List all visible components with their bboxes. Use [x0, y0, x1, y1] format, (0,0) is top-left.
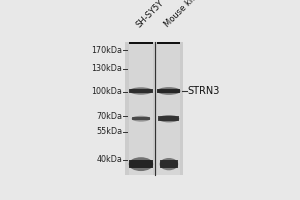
- Bar: [125, 135, 183, 140]
- Bar: [125, 162, 183, 166]
- Bar: [125, 140, 183, 144]
- Bar: [129, 160, 153, 168]
- Text: 100kDa: 100kDa: [92, 87, 122, 96]
- Bar: [125, 131, 183, 135]
- Bar: [125, 91, 183, 95]
- Bar: [157, 42, 181, 44]
- Bar: [129, 42, 153, 175]
- Text: 170kDa: 170kDa: [92, 46, 122, 55]
- Bar: [125, 157, 183, 162]
- Bar: [125, 87, 183, 91]
- Bar: [125, 118, 183, 122]
- Bar: [125, 100, 183, 104]
- Bar: [125, 73, 183, 78]
- Bar: [125, 47, 183, 51]
- Text: STRN3: STRN3: [188, 86, 220, 96]
- Text: 55kDa: 55kDa: [96, 127, 122, 136]
- Bar: [129, 89, 153, 93]
- Bar: [125, 95, 183, 100]
- Text: SH-SY5Y: SH-SY5Y: [135, 0, 166, 29]
- Bar: [125, 148, 183, 153]
- Bar: [158, 116, 179, 121]
- Bar: [125, 82, 183, 87]
- Bar: [125, 166, 183, 171]
- Bar: [125, 122, 183, 126]
- Bar: [125, 69, 183, 73]
- Ellipse shape: [158, 115, 179, 122]
- Ellipse shape: [132, 116, 150, 122]
- Bar: [125, 42, 183, 47]
- Text: 130kDa: 130kDa: [92, 64, 122, 73]
- Bar: [125, 78, 183, 82]
- Bar: [125, 51, 183, 56]
- Bar: [125, 60, 183, 65]
- Bar: [160, 160, 178, 168]
- Ellipse shape: [160, 158, 178, 170]
- Text: Mouse kidney: Mouse kidney: [163, 0, 210, 29]
- Bar: [125, 65, 183, 69]
- Bar: [157, 42, 181, 175]
- Bar: [125, 109, 183, 113]
- Ellipse shape: [129, 157, 153, 171]
- Bar: [157, 89, 181, 93]
- Ellipse shape: [129, 87, 153, 95]
- Bar: [125, 113, 183, 118]
- Bar: [125, 104, 183, 109]
- Bar: [125, 171, 183, 175]
- Bar: [132, 117, 150, 120]
- Bar: [125, 42, 183, 175]
- Text: 40kDa: 40kDa: [97, 155, 122, 164]
- Text: 70kDa: 70kDa: [96, 112, 122, 121]
- Ellipse shape: [157, 87, 181, 95]
- Bar: [125, 153, 183, 157]
- Bar: [125, 144, 183, 148]
- Bar: [129, 42, 153, 44]
- Bar: [125, 56, 183, 60]
- Bar: [125, 126, 183, 131]
